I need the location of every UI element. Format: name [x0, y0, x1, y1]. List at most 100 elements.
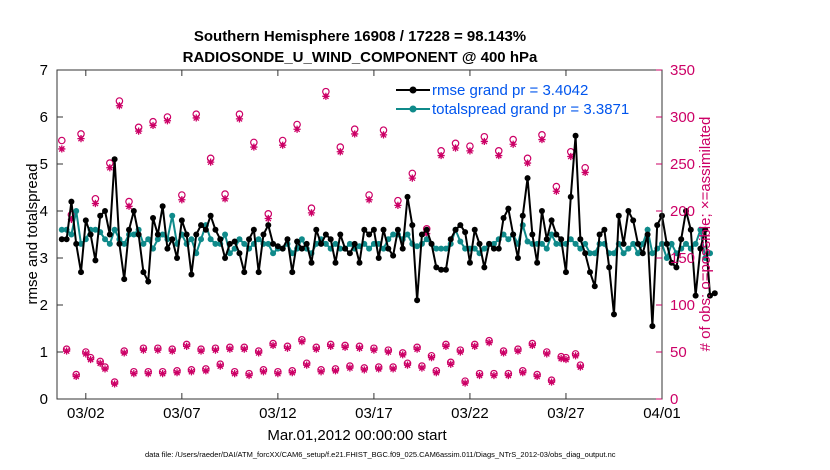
obs-assimilated-marker [351, 130, 359, 138]
rmse-point [308, 259, 315, 266]
rmse-point [236, 250, 243, 257]
rmse-point [145, 278, 152, 285]
rmse-point [582, 250, 589, 257]
rmse-point [471, 226, 478, 233]
rmse-point [356, 259, 363, 266]
rmse-point [270, 240, 277, 247]
y-axis-left-ticks: 0 1 2 3 4 5 6 7 [40, 62, 63, 408]
rmse-point [375, 255, 382, 261]
rmse-point [548, 217, 555, 224]
rmse-point [284, 236, 291, 243]
rmse-point [92, 257, 99, 264]
obs-assimilated-marker [528, 341, 536, 350]
obs-assimilated-marker [106, 164, 114, 172]
totalspread-point [663, 255, 670, 261]
totalspread-point [610, 250, 617, 257]
rmse-point [711, 290, 718, 297]
rmse-point [476, 240, 483, 247]
x-tick-label: 03/07 [163, 405, 201, 422]
obs-assimilated-marker [96, 359, 104, 367]
rmse-point [78, 269, 85, 276]
rmse-point [303, 240, 310, 247]
rmse-point [174, 255, 181, 261]
rmse-point [442, 266, 449, 273]
obs-assimilated-marker [384, 348, 392, 356]
totalspread-point [346, 240, 353, 247]
obs-assimilated-marker [576, 363, 584, 371]
rmse-point [193, 231, 200, 238]
obs-assimilated-marker [418, 364, 426, 372]
rmse-point [702, 226, 709, 233]
obs-assimilated-marker [312, 345, 320, 353]
totalspread-point [630, 240, 637, 247]
obs-assimilated-marker [283, 344, 292, 352]
x-tick-label: 03/12 [259, 405, 297, 422]
totalspread-point [58, 226, 65, 233]
totalspread-point [471, 245, 478, 252]
obs-assimilated-marker [389, 365, 397, 373]
x-tick-label: 03/02 [67, 405, 105, 422]
rmse-point [404, 193, 411, 200]
totalspread-point [543, 245, 550, 252]
rmse-point [610, 311, 617, 318]
rmse-point [169, 236, 176, 243]
totalspread-point [591, 250, 598, 257]
obs-assimilated-marker [471, 342, 479, 350]
rmse-point [591, 283, 598, 290]
totalspread-point [620, 250, 627, 257]
rmse-point [202, 226, 209, 233]
obs-assimilated-marker [485, 339, 493, 347]
legend-spread-marker [409, 105, 417, 113]
obs-count-markers [58, 87, 589, 388]
rmse-point [409, 222, 416, 229]
rmse-point [241, 269, 248, 276]
rmse-point [692, 292, 699, 299]
y-right-tick-label: 50 [670, 344, 687, 361]
obs-assimilated-marker [202, 367, 210, 375]
rmse-point [279, 245, 286, 252]
obs-assimilated-marker [178, 196, 186, 204]
rmse-point [490, 245, 497, 252]
totalspread-point [567, 236, 574, 243]
obs-assimilated-marker [432, 369, 440, 377]
totalspread-point [707, 250, 714, 257]
obs-assimilated-marker [509, 140, 517, 148]
rmse-point [337, 231, 344, 238]
rmse-point [673, 264, 680, 271]
obs-assimilated-marker [101, 365, 109, 373]
rmse-point [87, 231, 94, 238]
y-left-tick-label: 3 [40, 250, 48, 267]
totalspread-point [524, 238, 531, 245]
totalspread-point [270, 250, 277, 257]
rmse-point [217, 236, 224, 243]
obs-assimilated-marker [447, 360, 455, 368]
y-left-tick-label: 4 [40, 203, 48, 220]
obs-assimilated-marker [495, 151, 503, 160]
obs-assimilated-marker [149, 121, 157, 130]
obs-assimilated-marker [461, 379, 469, 387]
y-left-tick-label: 7 [40, 62, 48, 79]
totalspread-point [644, 226, 651, 233]
rmse-point [130, 208, 137, 214]
rmse-point [73, 240, 80, 247]
obs-assimilated-marker [91, 199, 100, 208]
y-left-tick-label: 5 [40, 156, 48, 173]
obs-assimilated-marker [341, 343, 349, 351]
rmse-point [289, 269, 296, 276]
rmse-point [222, 255, 229, 261]
obs-assimilated-marker [538, 135, 546, 144]
totalspread-point [481, 245, 488, 252]
obs-assimilated-marker [327, 342, 335, 350]
totalspread-point [159, 231, 166, 238]
rmse-point [428, 240, 435, 247]
rmse-point [380, 226, 387, 233]
totalspread-point [145, 236, 152, 243]
rmse-point [567, 193, 574, 200]
rmse-point [97, 212, 104, 219]
rmse-point [154, 231, 161, 238]
rmse-point [390, 252, 397, 259]
y-axis-right-ticks: 0 50 100 150 200 250 300 350 [656, 62, 695, 408]
totalspread-point [222, 231, 229, 238]
rmse-point [630, 217, 637, 224]
rmse-point [318, 240, 325, 247]
